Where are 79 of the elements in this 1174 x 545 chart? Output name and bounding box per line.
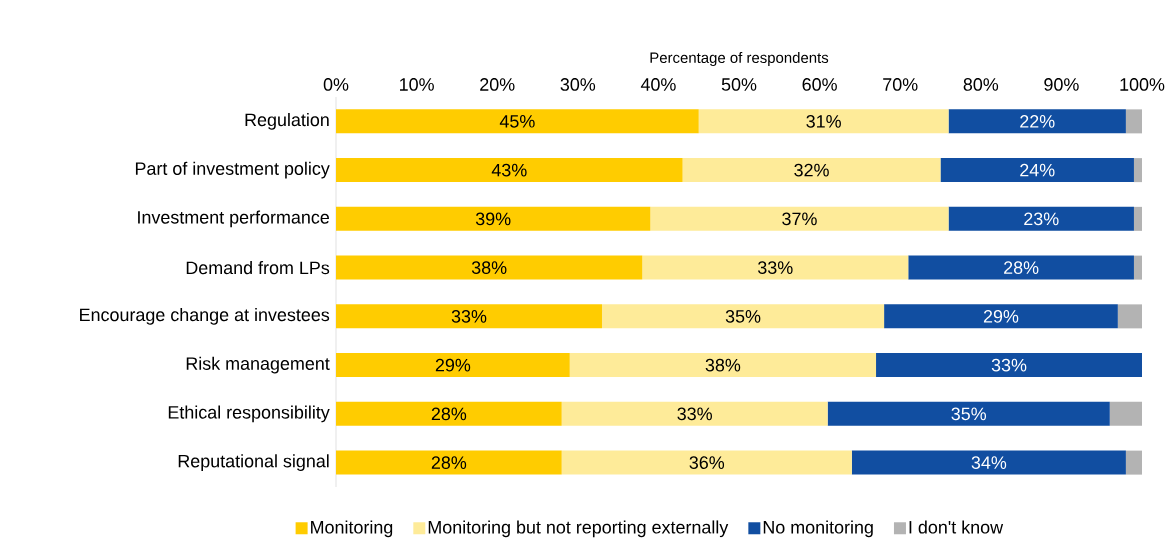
y-tick-label: Encourage change at investees [80, 308, 330, 325]
data-label: 38% [705, 358, 741, 372]
data-label: 39% [475, 212, 511, 226]
data-label: 29% [983, 310, 1019, 323]
x-tick-label: 70% [883, 78, 918, 91]
data-label: 33% [991, 358, 1027, 372]
legend-label: No monitoring [763, 520, 873, 538]
bar [336, 450, 562, 475]
bar [908, 255, 1134, 280]
x-tick-label: 10% [400, 78, 434, 91]
bar [884, 304, 1118, 329]
x-tick-label: 30% [560, 78, 596, 91]
data-label: 23% [1024, 212, 1059, 226]
x-tick-label: 100% [1120, 78, 1165, 91]
x-tick-label: 40% [640, 78, 676, 91]
x-tick-label: 0% [323, 78, 349, 91]
bar [561, 450, 852, 475]
legend-label: I don't know [909, 520, 1004, 534]
data-label: 43% [491, 163, 527, 177]
legend-label: Monitoring [311, 520, 393, 538]
y-tick-label: Regulation [245, 113, 329, 130]
data-label: 28% [431, 407, 467, 421]
y-tick-label: Risk management [186, 356, 330, 374]
data-label: 24% [1020, 163, 1055, 177]
x-axis-title: Percentage of respondents [650, 52, 829, 66]
y-tick-label: Reputational signal [178, 454, 329, 471]
bar [1125, 109, 1143, 134]
bar [336, 401, 562, 426]
x-tick-label: 80% [963, 78, 999, 91]
bar [336, 304, 602, 329]
bar [876, 353, 1143, 378]
data-label: 34% [971, 456, 1007, 469]
bar [698, 109, 949, 134]
data-label: 28% [431, 456, 467, 469]
x-tick-label: 90% [1044, 78, 1079, 91]
bar [336, 109, 699, 134]
data-label: 33% [451, 310, 487, 323]
data-label: 31% [806, 115, 841, 128]
bar [650, 206, 949, 231]
x-tick-label: 50% [721, 78, 757, 91]
bar [336, 353, 570, 378]
data-label: 35% [951, 407, 987, 421]
bar [336, 255, 643, 280]
bar [601, 304, 885, 329]
bar [948, 109, 1126, 134]
bar [1133, 206, 1143, 231]
bar [336, 158, 683, 183]
bar [827, 401, 1110, 426]
bar [569, 353, 877, 378]
data-label: 33% [677, 407, 712, 421]
y-tick-label: Ethical responsibility [168, 405, 330, 423]
data-label: 37% [782, 212, 817, 226]
data-label: 28% [1004, 261, 1039, 274]
bar [561, 401, 828, 426]
data-label: 45% [499, 115, 535, 128]
bar [682, 158, 941, 183]
bar [1125, 450, 1143, 475]
data-label: 36% [689, 456, 725, 469]
data-label: 33% [758, 261, 793, 274]
y-tick-label: Part of investment policy [135, 161, 330, 179]
bar [642, 255, 909, 280]
data-label: 29% [435, 358, 471, 372]
bar [940, 158, 1134, 183]
data-label: 35% [725, 310, 761, 323]
data-label: 38% [471, 261, 507, 274]
bar [948, 206, 1134, 231]
bar [336, 206, 651, 231]
bar [1133, 255, 1143, 280]
y-tick-label: Demand from LPs [186, 261, 330, 275]
data-label: 22% [1020, 115, 1055, 128]
bar [1109, 401, 1143, 426]
bar [1133, 158, 1143, 183]
y-tick-label: Investment performance [138, 210, 329, 228]
x-tick-label: 60% [802, 78, 837, 91]
bar [851, 450, 1126, 475]
legend-label: Monitoring but not reporting externally [428, 520, 729, 538]
data-label: 32% [794, 163, 829, 177]
bar [1117, 304, 1143, 329]
x-tick-label: 20% [480, 78, 515, 91]
